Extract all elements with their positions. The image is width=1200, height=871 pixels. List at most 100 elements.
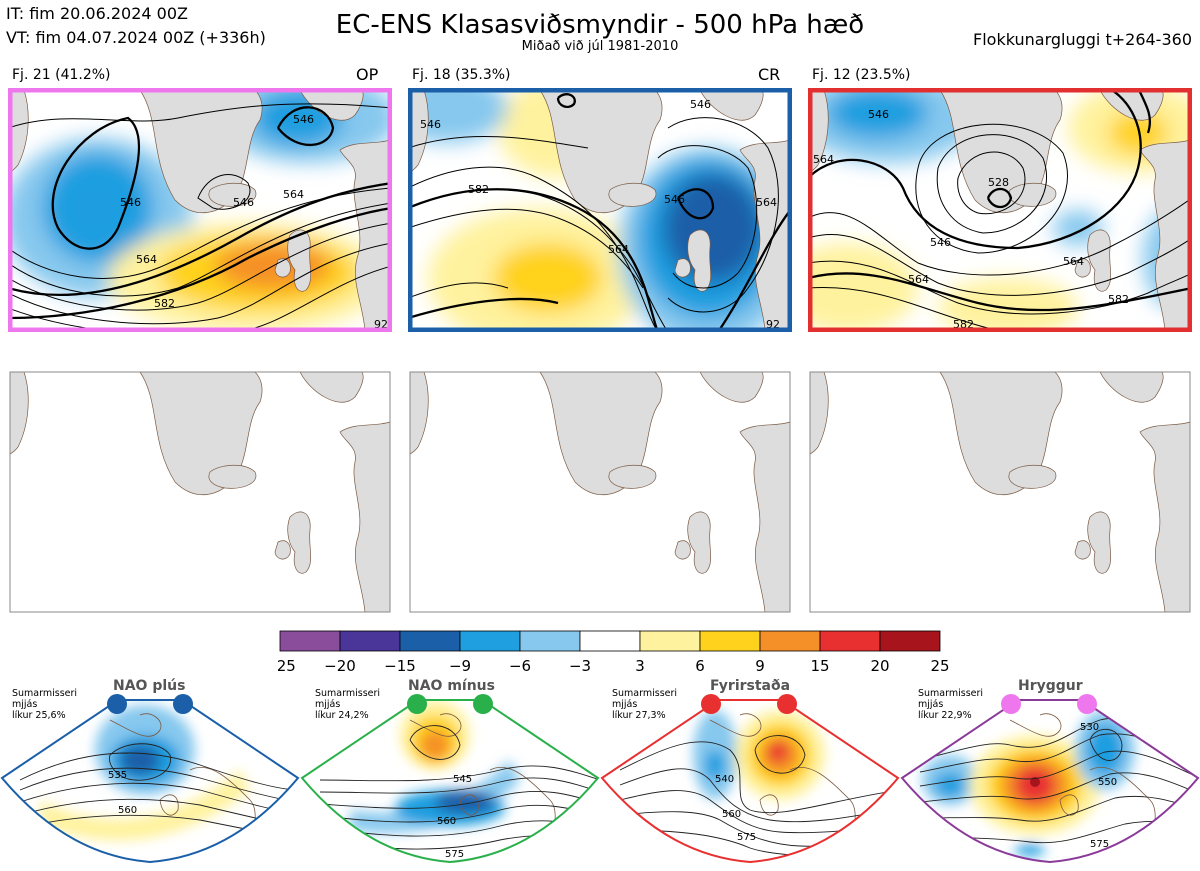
contour-label: 535 (108, 770, 127, 781)
colorbar-tick-label: 6 (695, 657, 705, 674)
contour-label: 92 (766, 318, 780, 331)
empty-map-1 (8, 370, 392, 614)
regime-1-title: NAO plús (113, 678, 186, 694)
contour-label: 564 (908, 273, 929, 286)
colorbar-swatch (339, 630, 401, 652)
panel-2-tag: CR (758, 65, 781, 84)
regime-2-frequency: mjjás (315, 699, 341, 710)
colorbar-tick-label: 9 (755, 657, 765, 674)
regime-4-frequency: mjjás (918, 699, 944, 710)
regime-map-1: 535 560 (0, 690, 300, 870)
contour-label: 582 (468, 183, 489, 196)
panel-3-label: Fj. 12 (23.5%) (812, 67, 911, 83)
regime-1-frequency: mjjás (12, 699, 38, 710)
empty-map-2 (408, 370, 792, 614)
contour-label: 546 (690, 98, 711, 111)
contour-label: 564 (608, 243, 629, 256)
regime-4-dot-right (1077, 694, 1097, 714)
regime-3-legend: Sumarmisseri mjjás líkur 27,3% (612, 688, 677, 721)
contour-label: 564 (1063, 255, 1084, 268)
colorbar-tick-label: 20 (870, 657, 889, 674)
valid-time: VT: fim 04.07.2024 00Z (+336h) (6, 28, 266, 47)
panel-2-label: Fj. 18 (35.3%) (412, 67, 511, 83)
contour-label: 546 (293, 113, 314, 126)
regime-3-border (600, 699, 900, 864)
colorbar-tick-label: 15 (810, 657, 829, 674)
contour-label: 575 (1090, 839, 1109, 850)
contour-label: 528 (988, 176, 1009, 189)
regime-4-dot-left (1001, 694, 1021, 714)
colorbar-tick-label: −3 (569, 657, 591, 674)
colorbar-swatch (579, 630, 641, 652)
cluster-map-3: 546 564 528 546 564 564 582 582 (808, 88, 1192, 332)
cluster-map-1: 546 546 546 564 564 582 92 (8, 88, 392, 332)
classification-window: Flokkunargluggi t+264-360 (973, 30, 1192, 49)
regime-1-border (0, 699, 300, 864)
regime-1-legend: Sumarmisseri mjjás líkur 25,6% (12, 688, 77, 721)
regime-4-border (900, 699, 1200, 864)
colorbar-tick-label: −20 (324, 657, 356, 674)
page-title: EC-ENS Klasasviðsmyndir - 500 hPa hæð (335, 10, 865, 40)
contour-label: 560 (437, 816, 456, 827)
regime-2-dot-left (407, 694, 427, 714)
contour-label: 546 (664, 193, 685, 206)
initial-time: IT: fim 20.06.2024 00Z (6, 4, 188, 23)
contour-label: 92 (374, 318, 388, 331)
contour-label: 564 (813, 153, 834, 166)
contour-label: 545 (453, 774, 472, 785)
colorbar-tick-label: 25 (930, 657, 949, 674)
regime-4-likelihood: líkur 22,9% (918, 710, 972, 721)
colorbar-swatch (879, 630, 941, 652)
contour-label: 564 (756, 196, 777, 209)
regime-map-2: 545 560 575 (300, 690, 600, 870)
regime-1-season: Sumarmisseri (12, 688, 78, 699)
contour-label: 546 (233, 196, 254, 209)
regime-3-title: Fyrirstaða (710, 678, 791, 694)
regime-1-dot-left (107, 694, 127, 714)
page-subtitle: Miðað við júl 1981-2010 (521, 39, 679, 54)
colorbar-swatch (399, 630, 461, 652)
colorbar-swatch (639, 630, 701, 652)
colorbar-tick-label: −15 (384, 657, 416, 674)
colorbar-tick-label: 3 (635, 657, 645, 674)
contour-label: 564 (283, 188, 304, 201)
colorbar: −25 −20 −15 −9 −6 −3 3 6 9 15 20 25 (264, 630, 958, 678)
contour-label: 582 (154, 297, 175, 310)
contour-label: 582 (953, 318, 974, 331)
regime-3-frequency: mjjás (612, 699, 638, 710)
regime-2-title: NAO mínus (408, 678, 495, 694)
regime-1-dot-right (173, 694, 193, 714)
colorbar-swatch (699, 630, 761, 652)
regime-1-likelihood: líkur 25,6% (12, 710, 66, 721)
panel-3-border (808, 88, 1192, 332)
contour-label: 564 (136, 253, 157, 266)
regime-2-legend: Sumarmisseri mjjás líkur 24,2% (315, 688, 380, 721)
contour-label: 546 (930, 236, 951, 249)
contour-label: 575 (445, 849, 464, 860)
regime-2-season: Sumarmisseri (315, 688, 381, 699)
cluster-map-2: 546 582 546 546 564 564 92 (408, 88, 792, 332)
panel-1-border (8, 88, 392, 332)
regime-2-dot-right (473, 694, 493, 714)
contour-label: 560 (722, 809, 741, 820)
colorbar-swatch (819, 630, 881, 652)
colorbar-tick-label: −25 (278, 657, 296, 674)
colorbar-swatch (519, 630, 581, 652)
contour-label: 546 (868, 108, 889, 121)
contour-label: 550 (1098, 777, 1117, 788)
contour-label: 540 (715, 774, 734, 785)
colorbar-swatch (759, 630, 821, 652)
colorbar-swatch (459, 630, 521, 652)
colorbar-tick-label: −6 (509, 657, 531, 674)
regime-4-season: Sumarmisseri (918, 688, 984, 699)
regime-3-likelihood: líkur 27,3% (612, 710, 666, 721)
regime-map-4: 530 550 575 (900, 690, 1200, 870)
regime-3-dot-left (701, 694, 721, 714)
panel-1-tag: OP (356, 65, 379, 84)
colorbar-swatch (279, 630, 341, 652)
regime-2-border (300, 699, 600, 864)
contour-label: 546 (420, 118, 441, 131)
colorbar-svg: −25 −20 −15 −9 −6 −3 3 6 9 15 20 25 (264, 630, 950, 675)
regime-3-dot-right (777, 694, 797, 714)
regime-2-likelihood: líkur 24,2% (315, 710, 369, 721)
